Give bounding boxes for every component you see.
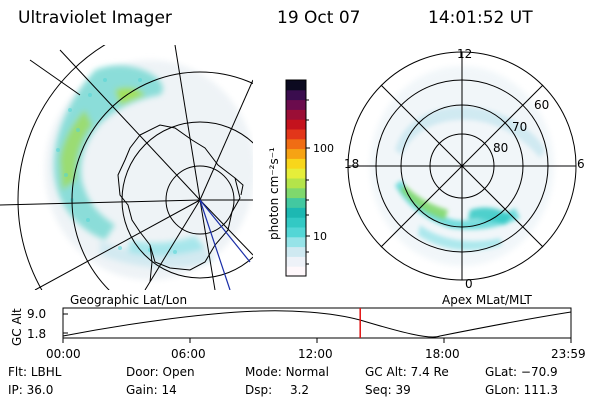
info-flt: Flt: LBHL: [8, 365, 62, 379]
app-title: Ultraviolet Imager: [18, 8, 172, 28]
time-tick-0000: 00:00: [46, 347, 81, 361]
time-tick-0600: 06:00: [171, 347, 206, 361]
colorbar-band: [286, 178, 306, 189]
colorbar-band: [286, 266, 306, 277]
right-panel-caption: Apex MLat/MLT: [442, 293, 532, 307]
altitude-tick-max: 9.0: [27, 307, 47, 321]
colorbar: [286, 80, 306, 277]
header-time: 14:01:52 UT: [428, 8, 533, 28]
magnetic-polar-plot: [347, 51, 577, 281]
colorbar-band: [286, 158, 306, 169]
colorbar-band: [286, 168, 306, 179]
colorbar-band: [286, 227, 306, 238]
mlt-label-18: 18: [344, 157, 360, 171]
lat-label-80: 80: [493, 141, 509, 155]
colorbar-tick-100: 100: [313, 142, 334, 155]
colorbar-band: [286, 138, 306, 150]
lat-label-60: 60: [534, 98, 550, 112]
colorbar-band: [286, 129, 306, 140]
info-mode: Mode: Normal: [245, 365, 329, 379]
colorbar-band: [286, 148, 306, 159]
info-gain: Gain: 14: [126, 383, 177, 397]
time-tick-1800: 18:00: [425, 347, 460, 361]
colorbar-band: [286, 119, 306, 130]
colorbar-band: [286, 246, 306, 257]
altitude-axis-title: GC Alt: [10, 308, 24, 346]
colorbar-band: [286, 109, 306, 120]
info-glat: GLat: −70.9: [485, 365, 558, 379]
info-ip: IP: 36.0: [8, 383, 54, 397]
colorbar-band: [286, 256, 306, 267]
info-seq: Seq: 39: [365, 383, 411, 397]
info-gc-alt: GC Alt: 7.4 Re: [365, 365, 449, 379]
colorbar-band: [286, 99, 306, 110]
colorbar-band: [286, 80, 306, 91]
info-door: Door: Open: [126, 365, 195, 379]
colorbar-unit-label: photon cm⁻²s⁻¹: [267, 147, 281, 240]
info-glon: GLon: 111.3: [485, 383, 558, 397]
left-panel-caption: Geographic Lat/Lon: [70, 293, 188, 307]
info-dsp: Dsp: 3.2: [245, 383, 310, 397]
time-tick-2359: 23:59: [551, 347, 586, 361]
colorbar-band: [286, 236, 306, 248]
colorbar-band: [286, 197, 306, 208]
lat-label-70: 70: [512, 120, 528, 134]
header-date: 19 Oct 07: [277, 8, 361, 28]
altitude-tick-min: 1.8: [27, 327, 47, 341]
colorbar-band: [286, 207, 306, 218]
mlt-label-6: 6: [577, 157, 585, 171]
colorbar-band: [286, 187, 306, 199]
mlt-label-0: 0: [465, 277, 473, 291]
mlt-label-12: 12: [457, 47, 473, 61]
colorbar-tick-10: 10: [313, 230, 327, 243]
colorbar-band: [286, 89, 306, 101]
colorbar-band: [286, 217, 306, 228]
altitude-plot: [62, 307, 572, 343]
time-tick-1200: 12:00: [298, 347, 333, 361]
